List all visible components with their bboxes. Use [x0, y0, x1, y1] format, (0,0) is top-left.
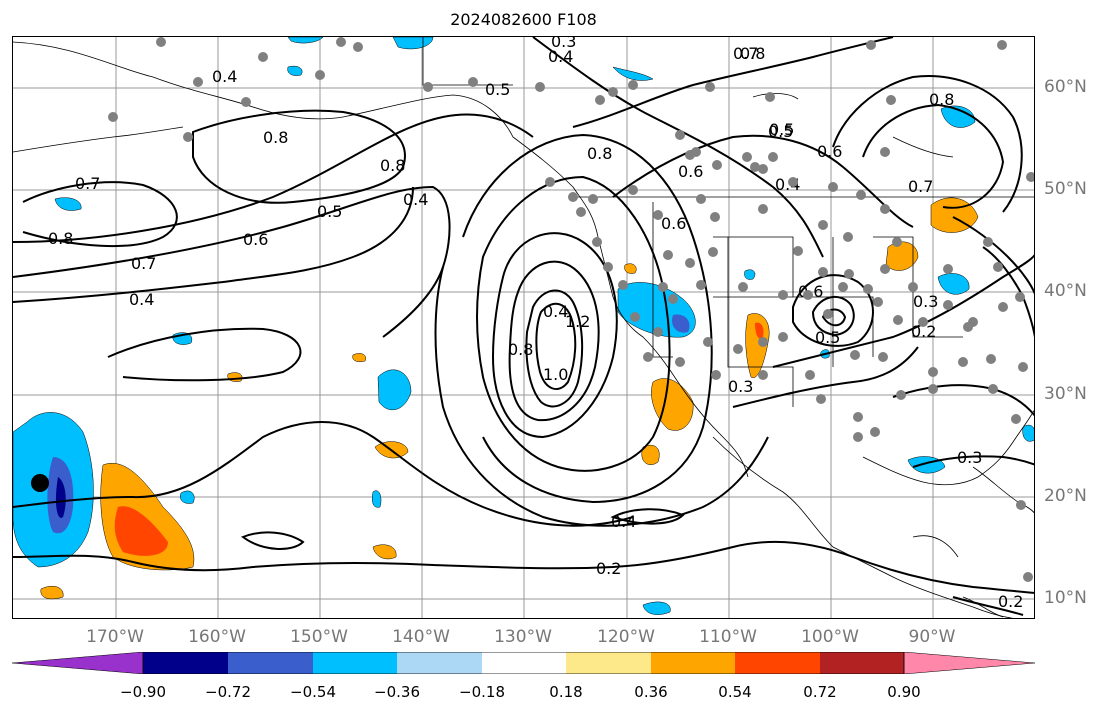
storm-center-marker [31, 474, 49, 492]
contour-label: 0.6 [678, 162, 703, 181]
colorbar-tick-label: 0.36 [634, 683, 668, 701]
contour-label: 0.5 [768, 122, 793, 141]
contour-label: 0.4 [129, 290, 154, 309]
contour-label: 0.4 [543, 302, 568, 321]
contour-label: 0.6 [243, 230, 268, 249]
contour-label: 0.3 [957, 448, 982, 467]
lon-label: 100°W [801, 627, 859, 647]
colorbar-segment [735, 652, 820, 674]
graticule [13, 37, 1034, 618]
map-title: 2024082600 F108 [450, 10, 597, 29]
colorbar-right-extension [903, 652, 1035, 674]
contour-label: 0.3 [728, 377, 753, 396]
contour-label: 0.7 [908, 177, 933, 196]
contour-label: 0.7 [75, 174, 100, 193]
contour-label: 1.0 [543, 365, 568, 384]
contour-label: 0.5 [815, 328, 840, 347]
colorbar-segment [143, 652, 228, 674]
contour-label: 0.4 [403, 190, 428, 209]
lon-label: 90°W [908, 627, 956, 647]
lat-label: 30°N [1044, 384, 1087, 404]
map-panel: 0.4 0.5 0.3 0.4 0.8 0.7 0.8 0.7 0.8 0.6 … [12, 36, 1035, 619]
colorbar-segment [397, 652, 482, 674]
contour-label: 0.7 [733, 44, 758, 63]
colorbar-tick-label: 0.18 [549, 683, 583, 701]
contour-label: 0.8 [508, 340, 533, 359]
contour-label: 0.5 [769, 120, 794, 139]
contour-label: 0.8 [263, 128, 288, 147]
contour-label: 0.2 [596, 559, 621, 578]
lon-label: 170°W [86, 627, 144, 647]
lon-label: 150°W [290, 627, 348, 647]
lat-label: 10°N [1044, 588, 1087, 608]
contour-label: 0.4 [212, 67, 237, 86]
contour-label: 0.6 [661, 214, 686, 233]
colorbar-tick-label: 0.54 [718, 683, 752, 701]
colorbar-tick-label: −0.54 [290, 683, 336, 701]
contour-label: 0.8 [929, 90, 954, 109]
contour-label: 0.8 [587, 144, 612, 163]
lon-label: 160°W [188, 627, 246, 647]
colorbar-segment [228, 652, 313, 674]
map-canvas: 0.4 0.5 0.3 0.4 0.8 0.7 0.8 0.7 0.8 0.6 … [13, 37, 1034, 618]
contour-label: 0.3 [913, 292, 938, 311]
contour-label: 0.4 [611, 512, 636, 531]
lat-label: 20°N [1044, 486, 1087, 506]
colorbar-segment [651, 652, 735, 674]
colorbar-tick-label: 0.72 [803, 683, 837, 701]
lat-label: 40°N [1044, 281, 1087, 301]
colorbar-tick-label: −0.18 [459, 683, 505, 701]
contour-label: 0.5 [485, 80, 510, 99]
lon-label: 120°W [597, 627, 655, 647]
lon-label: 110°W [699, 627, 757, 647]
contour-label: 0.2 [911, 322, 936, 341]
contour-label: 1.2 [565, 312, 590, 331]
colorbar-tick-label: −0.36 [374, 683, 420, 701]
colorbar-left-extension [12, 652, 144, 674]
contour-label: 0.8 [48, 229, 73, 248]
lon-label: 130°W [494, 627, 552, 647]
contour-label: 0.8 [740, 44, 765, 63]
colorbar-segment [820, 652, 904, 674]
colorbar-tick-label: 0.90 [887, 683, 921, 701]
contour-label: 0.4 [548, 47, 573, 66]
colorbar-segment [566, 652, 651, 674]
contour-label: 0.3 [551, 37, 576, 51]
colorbar-segment [482, 652, 566, 674]
contour-label: 0.6 [817, 142, 842, 161]
colorbar-tick-label: −0.72 [205, 683, 251, 701]
colorbar [12, 652, 1035, 674]
contour-label: 0.7 [131, 254, 156, 273]
lon-label: 140°W [392, 627, 450, 647]
contour-label: 0.8 [380, 156, 405, 175]
lat-label: 50°N [1044, 179, 1087, 199]
lat-label: 60°N [1044, 77, 1087, 97]
contour-lines [13, 37, 1034, 616]
station-dots [108, 37, 1034, 582]
contour-label: 0.5 [317, 202, 342, 221]
contour-label: 0.2 [998, 592, 1023, 611]
colorbar-segment [313, 652, 397, 674]
contour-label-layer: 0.4 0.5 0.3 0.4 0.8 0.7 0.8 0.7 0.8 0.6 … [48, 37, 1023, 611]
colorbar-tick-label: −0.90 [120, 683, 166, 701]
